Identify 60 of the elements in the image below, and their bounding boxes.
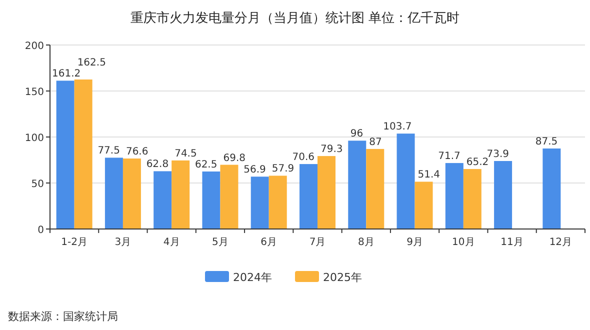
data-label: 103.7 (383, 122, 412, 133)
data-label: 87.5 (535, 136, 558, 148)
data-label: 56.9 (244, 164, 266, 176)
data-label: 73.9 (486, 149, 510, 160)
data-label: 87 (369, 136, 382, 148)
data-label: 79.3 (320, 144, 343, 156)
x-tick-label: 5月 (212, 237, 228, 248)
data-label: 62.5 (194, 160, 218, 170)
data-label: 96 (350, 128, 364, 140)
data-label: 62.8 (146, 159, 169, 170)
legend-label: 2024年 (233, 271, 272, 284)
bar (122, 158, 141, 229)
bar (463, 169, 482, 229)
bar (542, 148, 561, 229)
x-tick-label: 10月 (452, 237, 475, 248)
data-label: 57.9 (272, 164, 294, 175)
y-tick-label: 200 (24, 41, 44, 52)
bar (414, 182, 433, 229)
bar (202, 172, 220, 229)
data-label: 71.7 (438, 151, 460, 162)
data-label: 76.6 (126, 146, 148, 158)
x-tick-label: 3月 (114, 237, 132, 248)
legend-label: 2025年 (323, 271, 362, 284)
bar (396, 134, 415, 229)
data-label: 162.5 (77, 58, 106, 69)
data-label: 77.5 (98, 146, 120, 157)
data-label: 70.6 (292, 152, 314, 164)
chart-title: 重庆市火力发电量分月（当月值）统计图 单位：亿千瓦时 (130, 11, 460, 26)
source-note: 数据来源：国家统计局 (8, 310, 118, 323)
bar (104, 158, 123, 229)
x-tick-label: 7月 (309, 237, 326, 248)
bar (56, 80, 74, 229)
data-label: 65.2 (466, 157, 489, 168)
y-tick-label: 100 (24, 133, 44, 144)
data-label: 161.2 (52, 68, 81, 80)
x-tick-label: 9月 (406, 237, 423, 248)
x-tick-label: 11月 (500, 237, 524, 248)
bar (154, 171, 172, 229)
data-label: 69.8 (223, 152, 246, 164)
data-label: 51.4 (418, 170, 440, 181)
x-tick-label: 1-2月 (61, 237, 88, 248)
bar (300, 164, 318, 229)
x-tick-label: 4月 (163, 237, 180, 248)
bar (220, 164, 238, 229)
x-tick-label: 8月 (358, 237, 374, 248)
bar (74, 80, 92, 229)
x-tick-label: 12月 (549, 237, 572, 248)
data-label: 74.5 (174, 148, 197, 160)
bar (318, 156, 336, 229)
bar (366, 148, 384, 229)
bar (348, 140, 366, 229)
x-tick-label: 6月 (260, 237, 278, 248)
y-tick-label: 50 (31, 179, 44, 190)
bar (172, 160, 190, 229)
bar (445, 163, 464, 229)
y-tick-label: 0 (38, 225, 44, 236)
bar (494, 161, 512, 229)
y-tick-label: 150 (24, 87, 44, 98)
bar (268, 176, 287, 229)
bar (250, 176, 269, 229)
